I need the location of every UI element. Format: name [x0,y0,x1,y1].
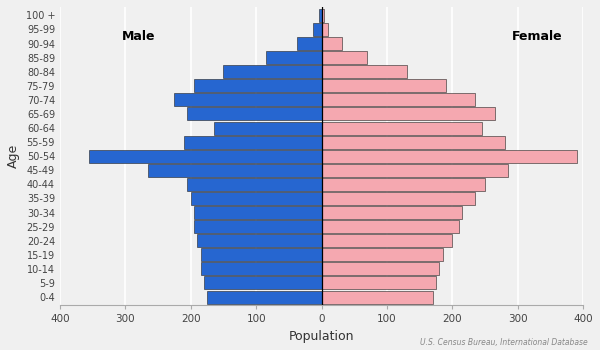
Bar [322,23,328,36]
Bar [322,220,459,233]
Bar [322,192,475,205]
Text: Male: Male [122,30,155,43]
Bar [322,136,505,149]
Bar [322,150,577,163]
Bar [322,51,367,64]
Bar [194,79,322,92]
X-axis label: Population: Population [289,330,355,343]
Bar [184,136,322,149]
Bar [322,290,433,303]
Bar [191,192,322,205]
Bar [187,178,322,191]
Bar [322,234,452,247]
Bar [296,37,322,50]
Bar [322,93,475,106]
Bar [200,248,322,261]
Bar [194,206,322,219]
Bar [319,9,322,22]
Bar [194,220,322,233]
Bar [322,79,446,92]
Bar [322,262,439,275]
Bar [148,164,322,177]
Bar [322,65,407,78]
Text: U.S. Census Bureau, International Database: U.S. Census Bureau, International Databa… [420,337,588,346]
Bar [322,164,508,177]
Bar [187,107,322,120]
Bar [322,276,436,289]
Bar [322,178,485,191]
Bar [214,121,322,134]
Bar [204,276,322,289]
Bar [322,107,495,120]
Bar [197,234,322,247]
Bar [322,206,462,219]
Bar [89,150,322,163]
Bar [322,248,443,261]
Bar [322,121,482,134]
Bar [266,51,322,64]
Text: Female: Female [512,30,563,43]
Bar [313,23,322,36]
Y-axis label: Age: Age [7,144,20,168]
Bar [175,93,322,106]
Bar [200,262,322,275]
Bar [322,37,343,50]
Bar [322,9,323,22]
Bar [207,290,322,303]
Bar [223,65,322,78]
